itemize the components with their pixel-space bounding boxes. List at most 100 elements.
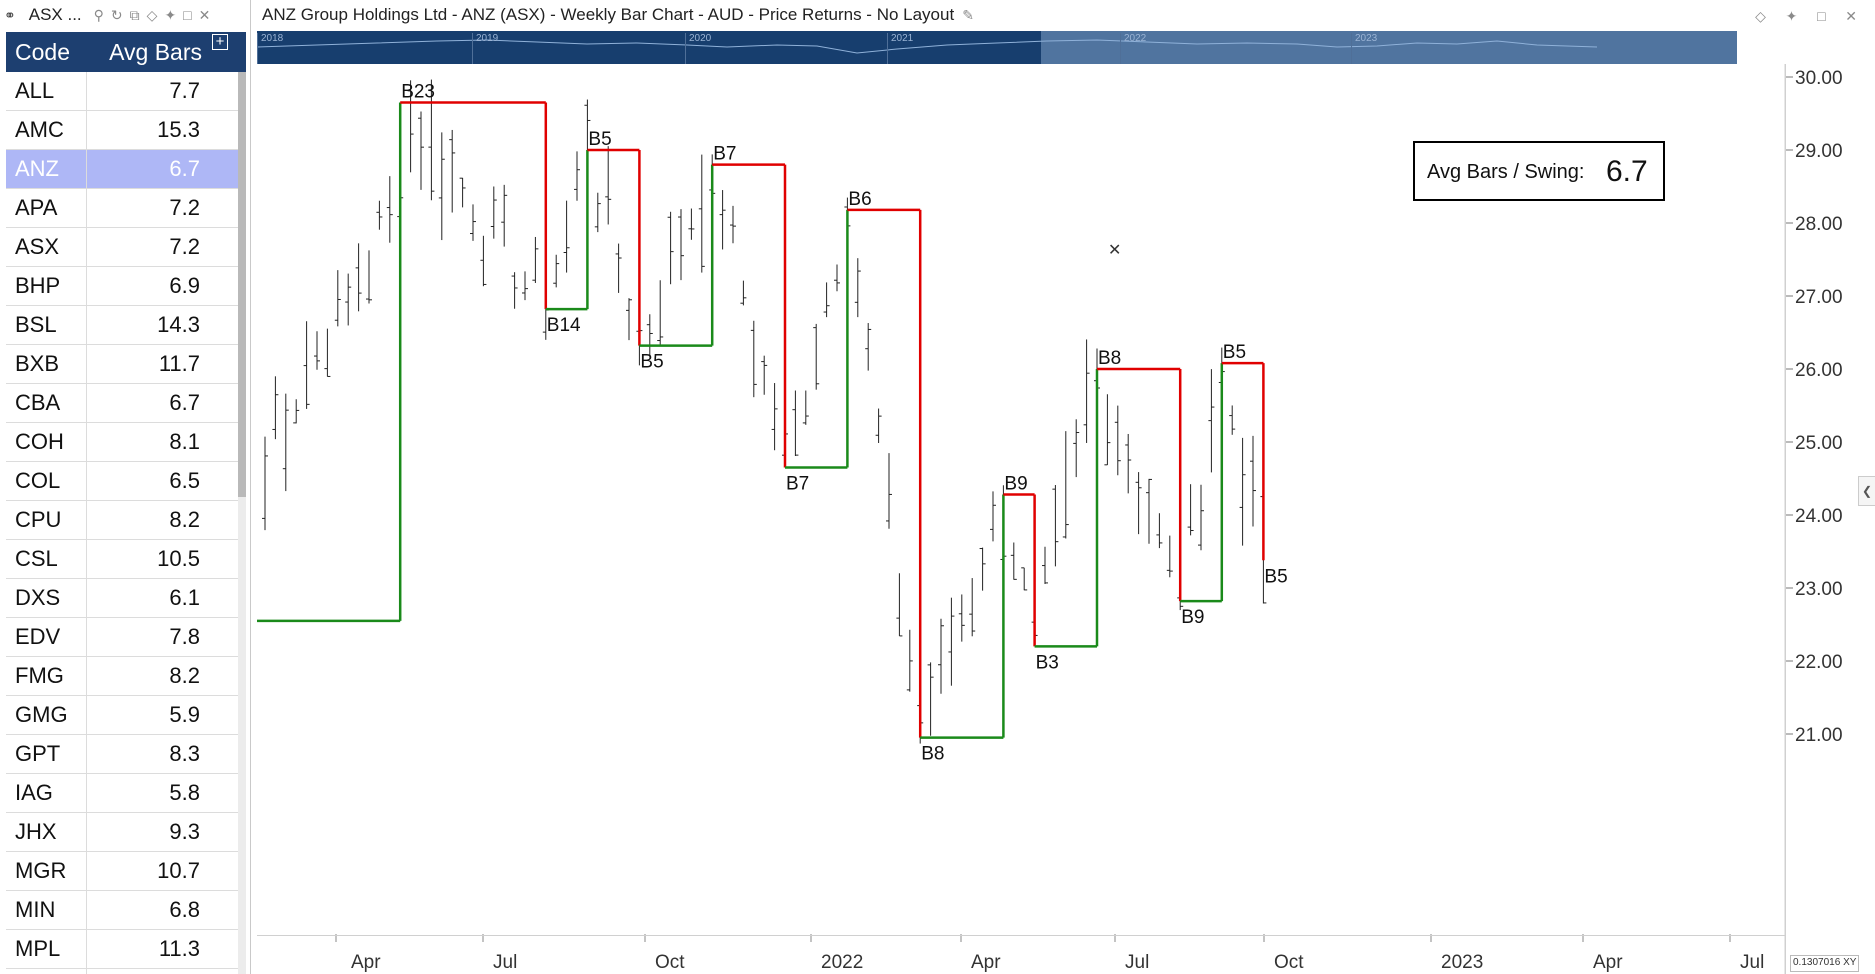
price-tick-label: 23.00 <box>1795 579 1843 600</box>
swing-bar-count-label: B5 <box>588 129 611 150</box>
watchlist-row[interactable]: JHX 9.3 <box>6 813 238 852</box>
row-code: BHP <box>15 273 61 298</box>
time-tick-label: Jul <box>1740 952 1764 973</box>
close-icon[interactable]: ✕ <box>1845 8 1857 24</box>
diamond-icon[interactable]: ◇ <box>146 6 158 23</box>
row-avg-bars: 6.5 <box>169 468 200 493</box>
watchlist-row[interactable]: DXS 6.1 <box>6 579 238 618</box>
chart-plot-area[interactable]: 30.00 29.00 28.00 27.00 26.00 25.00 24.00 23.00… <box>257 64 1843 974</box>
watchlist-row[interactable]: MQG9.3 <box>6 969 238 974</box>
watchlist-row[interactable]: MPL 11.3 <box>6 930 238 969</box>
scrollbar-thumb[interactable] <box>238 72 246 497</box>
watchlist-row[interactable]: CPU 8.2 <box>6 501 238 540</box>
watchlist-row[interactable]: ANZ 6.7 <box>6 150 238 189</box>
watchlist-scrollbar[interactable] <box>238 72 246 974</box>
watchlist-row[interactable]: COH 8.1 <box>6 423 238 462</box>
time-tick-label: 2022 <box>821 952 863 973</box>
avg-bars-swing-value: 6.7 <box>1606 155 1648 188</box>
pin-icon[interactable]: ✦ <box>1785 8 1798 24</box>
watchlist-row[interactable]: BSL 14.3 <box>6 306 238 345</box>
watchlist-row[interactable]: CSL 10.5 <box>6 540 238 579</box>
column-separator <box>86 462 87 500</box>
row-code: COH <box>15 429 64 454</box>
column-separator <box>86 813 87 851</box>
column-separator <box>86 540 87 578</box>
overview-year-label: 2018 <box>257 33 283 64</box>
price-axis-divider <box>1785 64 1786 974</box>
row-avg-bars: 11.3 <box>158 936 200 961</box>
watchlist-row[interactable]: MGR 10.7 <box>6 852 238 891</box>
price-chart-svg[interactable]: 30.00 29.00 28.00 27.00 26.00 25.00 24.00 23.00… <box>257 64 1857 974</box>
overview-year-label: 2022 <box>1120 33 1146 64</box>
avg-bars-swing-box: Avg Bars / Swing: 6.7 <box>1413 141 1665 201</box>
row-avg-bars: 14.3 <box>157 312 200 337</box>
chart-title: ANZ Group Holdings Ltd - ANZ (ASX) - Wee… <box>262 5 955 24</box>
close-icon[interactable]: ✕ <box>198 6 211 23</box>
coordinate-tag: XY <box>1843 957 1857 968</box>
chart-titlebar: ANZ Group Holdings Ltd - ANZ (ASX) - Wee… <box>262 0 1862 30</box>
watchlist-row[interactable]: GMG 5.9 <box>6 696 238 735</box>
code-column-header[interactable]: Code <box>15 39 70 65</box>
overview-visible-window[interactable] <box>1041 31 1737 64</box>
row-code: ANZ <box>15 156 59 181</box>
row-code: DXS <box>15 585 61 610</box>
row-avg-bars: 6.8 <box>169 897 200 922</box>
watchlist-rows: ALL 7.7 AMC 15.3 ANZ 6.7 APA 7.2 ASX 7.2 BHP 6.9 BSL… <box>6 72 238 974</box>
maximize-icon[interactable]: □ <box>1817 8 1826 24</box>
search-icon[interactable]: ⚲ <box>93 6 104 23</box>
swing-bar-count-label: B7 <box>713 144 736 165</box>
price-tick-label: 25.00 <box>1795 433 1843 454</box>
time-tick-label: Jul <box>1125 952 1149 973</box>
overview-price-line <box>257 39 1598 54</box>
watchlist-row[interactable]: ALL 7.7 <box>6 72 238 111</box>
pin-icon[interactable]: ✦ <box>164 6 177 23</box>
time-tick-label: Oct <box>655 952 685 973</box>
row-code: COL <box>15 468 61 493</box>
copy-icon[interactable]: ⧉ <box>129 6 140 23</box>
edit-pencil-icon[interactable]: ✎ <box>962 6 974 23</box>
overview-year-label: 2019 <box>472 33 498 64</box>
watchlist-row[interactable]: MIN 6.8 <box>6 891 238 930</box>
watchlist-panel: ⚭ ASX ... ⚲ ↻ ⧉ ◇ ✦ □ ✕ Code Avg Bars + … <box>0 0 251 974</box>
row-code: CBA <box>15 390 61 415</box>
refresh-icon[interactable]: ↻ <box>110 6 123 23</box>
diamond-icon[interactable]: ◇ <box>1755 8 1766 24</box>
overview-year-label: 2023 <box>1351 33 1377 64</box>
price-tick-label: 22.00 <box>1795 652 1843 673</box>
timeline-overview-bar[interactable]: 2018 2019 2020 2021 2022 2023 <box>257 31 1737 64</box>
row-avg-bars: 11.7 <box>158 351 200 376</box>
time-tick-label: Apr <box>971 952 1001 973</box>
column-separator <box>86 618 87 656</box>
row-code: BXB <box>15 351 60 376</box>
row-avg-bars: 6.1 <box>169 585 200 610</box>
watchlist-row[interactable]: APA 7.2 <box>6 189 238 228</box>
watchlist-title[interactable]: ASX ... <box>28 5 82 24</box>
column-separator <box>86 345 87 383</box>
row-avg-bars: 7.2 <box>169 195 200 220</box>
plus-box-icon[interactable]: + <box>212 34 228 50</box>
watchlist-titlebar: ⚭ ASX ... ⚲ ↻ ⧉ ◇ ✦ □ ✕ <box>4 0 248 30</box>
watchlist-row[interactable]: ASX 7.2 <box>6 228 238 267</box>
row-avg-bars: 7.7 <box>169 78 200 103</box>
column-separator <box>86 657 87 695</box>
column-separator <box>86 969 87 974</box>
column-separator <box>86 735 87 773</box>
avg-bars-column-header[interactable]: Avg Bars <box>109 39 202 65</box>
watchlist-row[interactable]: EDV 7.8 <box>6 618 238 657</box>
watchlist-row[interactable]: FMG 8.2 <box>6 657 238 696</box>
watchlist-row[interactable]: GPT 8.3 <box>6 735 238 774</box>
row-code: CPU <box>15 507 62 532</box>
watchlist-row[interactable]: BXB 11.7 <box>6 345 238 384</box>
watchlist-row[interactable]: CBA 6.7 <box>6 384 238 423</box>
watchlist-row[interactable]: COL 6.5 <box>6 462 238 501</box>
watchlist-row[interactable]: AMC 15.3 <box>6 111 238 150</box>
link-icon[interactable]: ⚭ <box>4 6 16 23</box>
row-code: MIN <box>15 897 56 922</box>
collapse-panel-button[interactable]: ❮ <box>1858 476 1875 506</box>
minimize-icon[interactable]: □ <box>183 7 192 23</box>
watchlist-row[interactable]: IAG 5.8 <box>6 774 238 813</box>
row-avg-bars: 8.3 <box>169 741 200 766</box>
watchlist-row[interactable]: BHP 6.9 <box>6 267 238 306</box>
row-avg-bars: 8.2 <box>169 507 200 532</box>
swing-bar-count-label: B23 <box>401 82 435 103</box>
